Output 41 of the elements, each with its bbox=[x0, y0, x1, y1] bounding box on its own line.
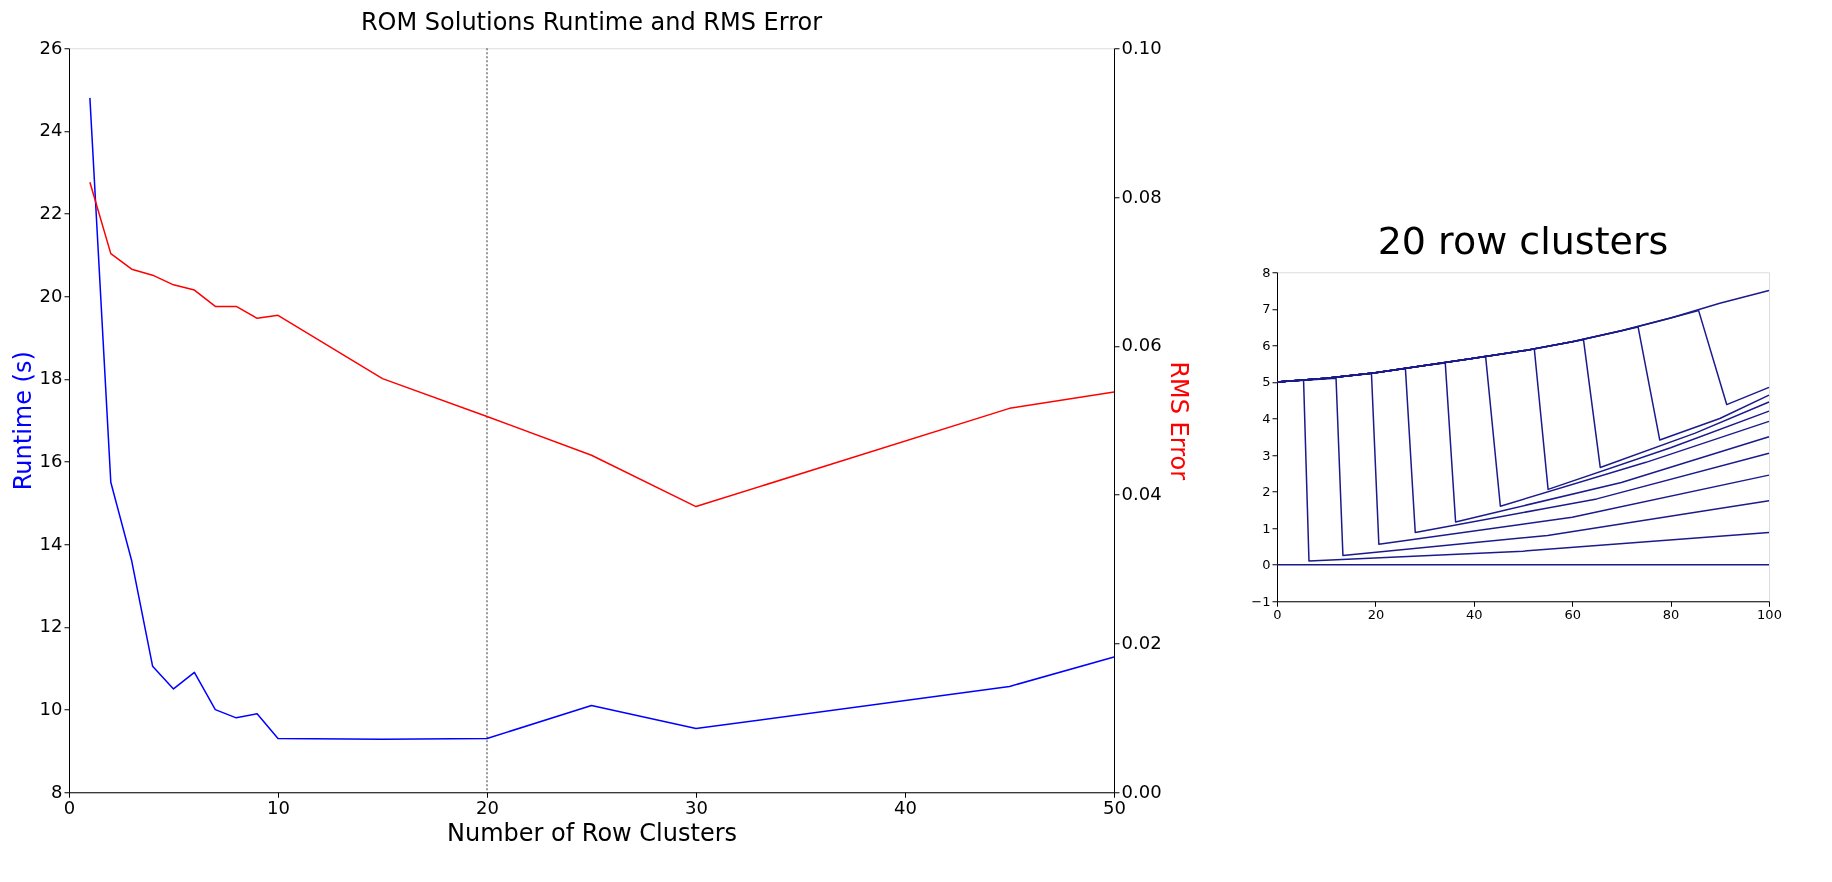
y-tick-label: 16 bbox=[39, 450, 63, 472]
x-tick-label: 0 bbox=[1273, 606, 1282, 622]
y-axis-title: Runtime (s) bbox=[8, 351, 37, 491]
chart-title: ROM Solutions Runtime and RMS Error bbox=[360, 8, 823, 37]
y-tick-label: 12 bbox=[39, 615, 63, 637]
y2-axis-title: RMS Error bbox=[1164, 361, 1193, 481]
x-axis-title: Number of Row Clusters bbox=[446, 818, 738, 847]
y-tick-label: 8 bbox=[1262, 264, 1271, 280]
x-tick-label: 60 bbox=[1564, 606, 1581, 622]
y-tick-label: 10 bbox=[39, 698, 63, 720]
y2-tick-label: 0.08 bbox=[1121, 185, 1162, 207]
y-tick-label: 20 bbox=[39, 284, 63, 306]
y2-tick-label: 0.02 bbox=[1121, 631, 1162, 653]
x-tick-label: 20 bbox=[1367, 606, 1385, 622]
y-tick-label: 14 bbox=[39, 532, 63, 554]
x-tick-label: 40 bbox=[1466, 606, 1483, 622]
y-tick-label: 5 bbox=[1262, 374, 1271, 390]
y-tick-label: 4 bbox=[1262, 410, 1271, 426]
y-tick-label: −1 bbox=[1251, 593, 1271, 609]
y-tick-label: 6 bbox=[1262, 337, 1271, 353]
y2-tick-label: 0.10 bbox=[1121, 36, 1162, 58]
y2-tick-label: 0.04 bbox=[1121, 483, 1162, 505]
x-tick-label: 20 bbox=[476, 796, 499, 818]
y2-tick-label: 0.00 bbox=[1121, 780, 1162, 802]
y2-tick-label: 0.06 bbox=[1121, 334, 1162, 356]
y-tick-label: 26 bbox=[39, 36, 63, 58]
y-tick-label: 2 bbox=[1262, 484, 1271, 500]
y-tick-label: 22 bbox=[39, 202, 63, 224]
y-tick-label: 1 bbox=[1262, 520, 1271, 536]
y-tick-label: 8 bbox=[51, 780, 63, 802]
y-tick-label: 3 bbox=[1262, 447, 1271, 463]
x-tick-label: 100 bbox=[1757, 606, 1782, 622]
x-tick-label: 10 bbox=[267, 796, 290, 818]
y-tick-label: 24 bbox=[39, 119, 63, 141]
chart-title: 20 row clusters bbox=[1377, 219, 1669, 264]
y-tick-label: 0 bbox=[1262, 557, 1271, 573]
x-tick-label: 80 bbox=[1662, 606, 1680, 622]
y-tick-label: 18 bbox=[39, 367, 63, 389]
y-tick-label: 7 bbox=[1262, 301, 1271, 317]
x-tick-label: 40 bbox=[894, 796, 917, 818]
x-tick-label: 30 bbox=[685, 796, 708, 818]
